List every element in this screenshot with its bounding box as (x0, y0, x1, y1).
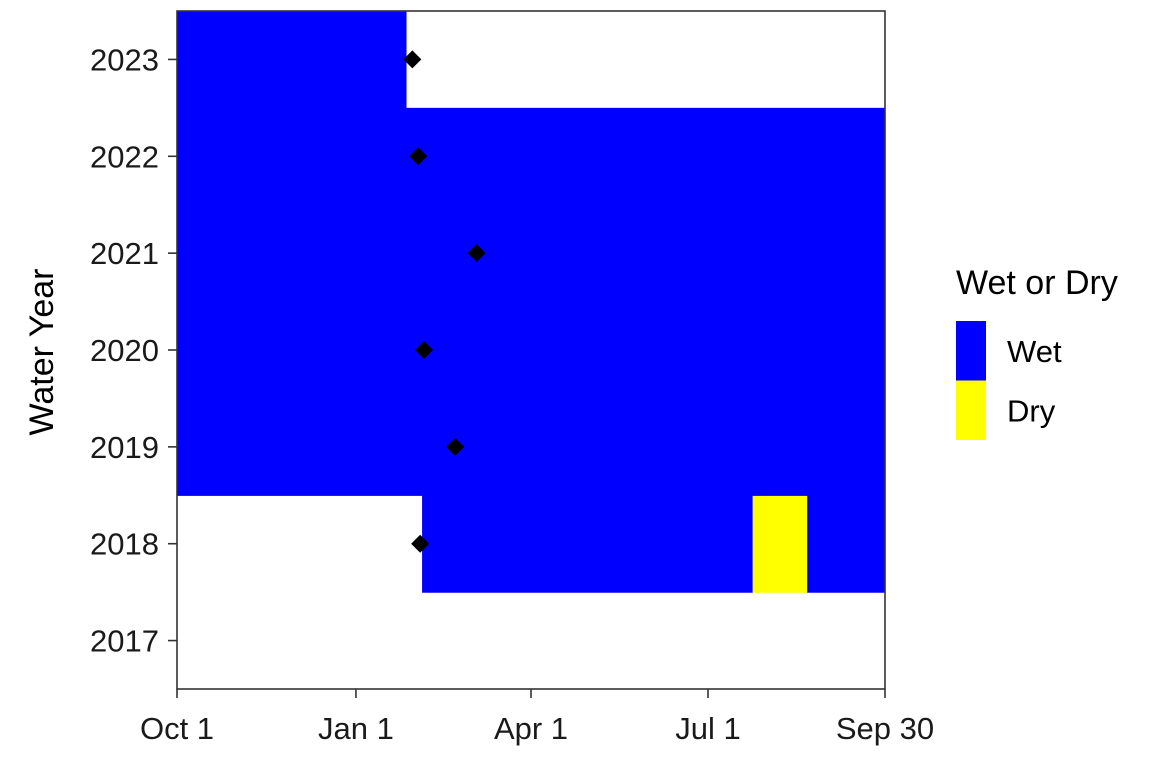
x-tick-label-2: Apr 1 (494, 711, 568, 746)
period-bar-wet-2023 (177, 11, 407, 109)
period-bar-wet-2018 (422, 495, 753, 593)
legend-key-dry (956, 380, 986, 440)
marker-2018 (411, 534, 430, 553)
marker-2022 (409, 147, 428, 166)
marker-2019 (446, 437, 465, 456)
x-tick-label-0: Oct 1 (140, 711, 214, 746)
legend: Wet or Dry Wet Dry (956, 264, 1118, 440)
y-axis-title: Water Year (23, 269, 61, 436)
y-tick-label-2019: 2019 (90, 430, 159, 465)
marker-2020 (415, 341, 434, 359)
period-bar-wet-2022 (177, 107, 885, 206)
period-bar-dry-2018 (752, 495, 808, 593)
period-bars (177, 11, 885, 593)
legend-key-wet (956, 321, 986, 381)
marker-2021 (467, 244, 486, 263)
marker-2023 (403, 50, 422, 69)
y-tick-label-2023: 2023 (90, 42, 159, 77)
y-tick-label-2017: 2017 (90, 624, 159, 659)
x-tick-label-4: Sep 30 (836, 711, 934, 746)
x-tick-label-3: Jul 1 (675, 711, 740, 746)
y-tick-label-2022: 2022 (90, 139, 159, 174)
event-markers (403, 50, 486, 553)
y-axis: 2017 2018 2019 2020 2021 2022 2023 (90, 42, 177, 659)
period-bar-wet-2019 (177, 398, 885, 496)
legend-title: Wet or Dry (956, 264, 1118, 302)
x-tick-label-1: Jan 1 (318, 711, 394, 746)
y-tick-label-2021: 2021 (90, 236, 159, 271)
legend-label-wet: Wet (1007, 334, 1062, 369)
y-tick-label-2020: 2020 (90, 333, 159, 368)
period-bar-wet-2018 (807, 495, 885, 593)
legend-label-dry: Dry (1007, 394, 1056, 429)
x-axis: Oct 1 Jan 1 Apr 1 Jul 1 Sep 30 (140, 689, 934, 746)
period-bar-wet-2021 (177, 204, 885, 303)
y-tick-label-2018: 2018 (90, 527, 159, 562)
period-bar-wet-2020 (177, 301, 885, 400)
